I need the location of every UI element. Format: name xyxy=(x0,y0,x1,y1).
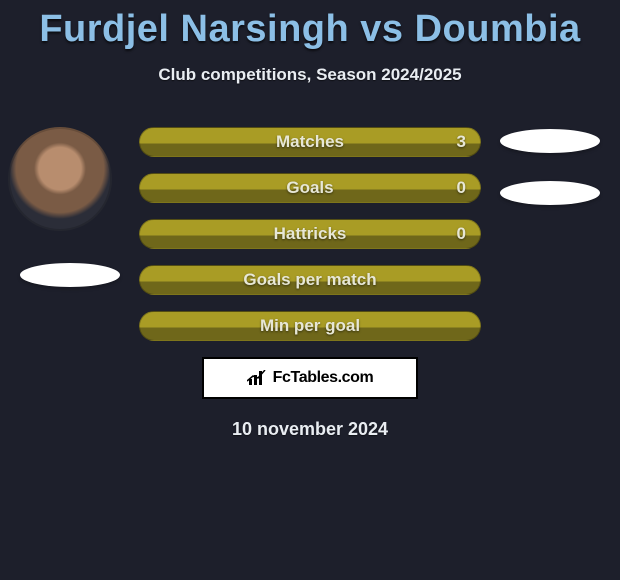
page-title: Furdjel Narsingh vs Doumbia xyxy=(0,0,620,51)
player-avatar xyxy=(8,127,112,231)
stat-label: Goals per match xyxy=(243,270,376,290)
snapshot-date: 10 november 2024 xyxy=(0,419,620,440)
decoration-ellipse xyxy=(500,129,600,153)
stats-column: Matches 3 Goals 0 Hattricks 0 Goals per match M… xyxy=(139,127,481,341)
stat-label: Min per goal xyxy=(260,316,360,336)
stat-row: Min per goal xyxy=(139,311,481,341)
stat-value: 0 xyxy=(457,178,466,198)
stat-row: Goals per match xyxy=(139,265,481,295)
bar-chart-icon xyxy=(247,370,267,386)
stat-value: 3 xyxy=(457,132,466,152)
stat-value: 0 xyxy=(457,224,466,244)
fctables-logo: FcTables.com xyxy=(202,357,418,399)
stat-row: Hattricks 0 xyxy=(139,219,481,249)
stat-label: Hattricks xyxy=(274,224,347,244)
comparison-area: Matches 3 Goals 0 Hattricks 0 Goals per match M… xyxy=(0,127,620,440)
subtitle: Club competitions, Season 2024/2025 xyxy=(0,65,620,85)
stat-row: Goals 0 xyxy=(139,173,481,203)
decoration-ellipse xyxy=(500,181,600,205)
stat-label: Goals xyxy=(286,178,333,198)
stat-label: Matches xyxy=(276,132,344,152)
stat-row: Matches 3 xyxy=(139,127,481,157)
decoration-ellipse xyxy=(20,263,120,287)
logo-text: FcTables.com xyxy=(273,369,374,387)
